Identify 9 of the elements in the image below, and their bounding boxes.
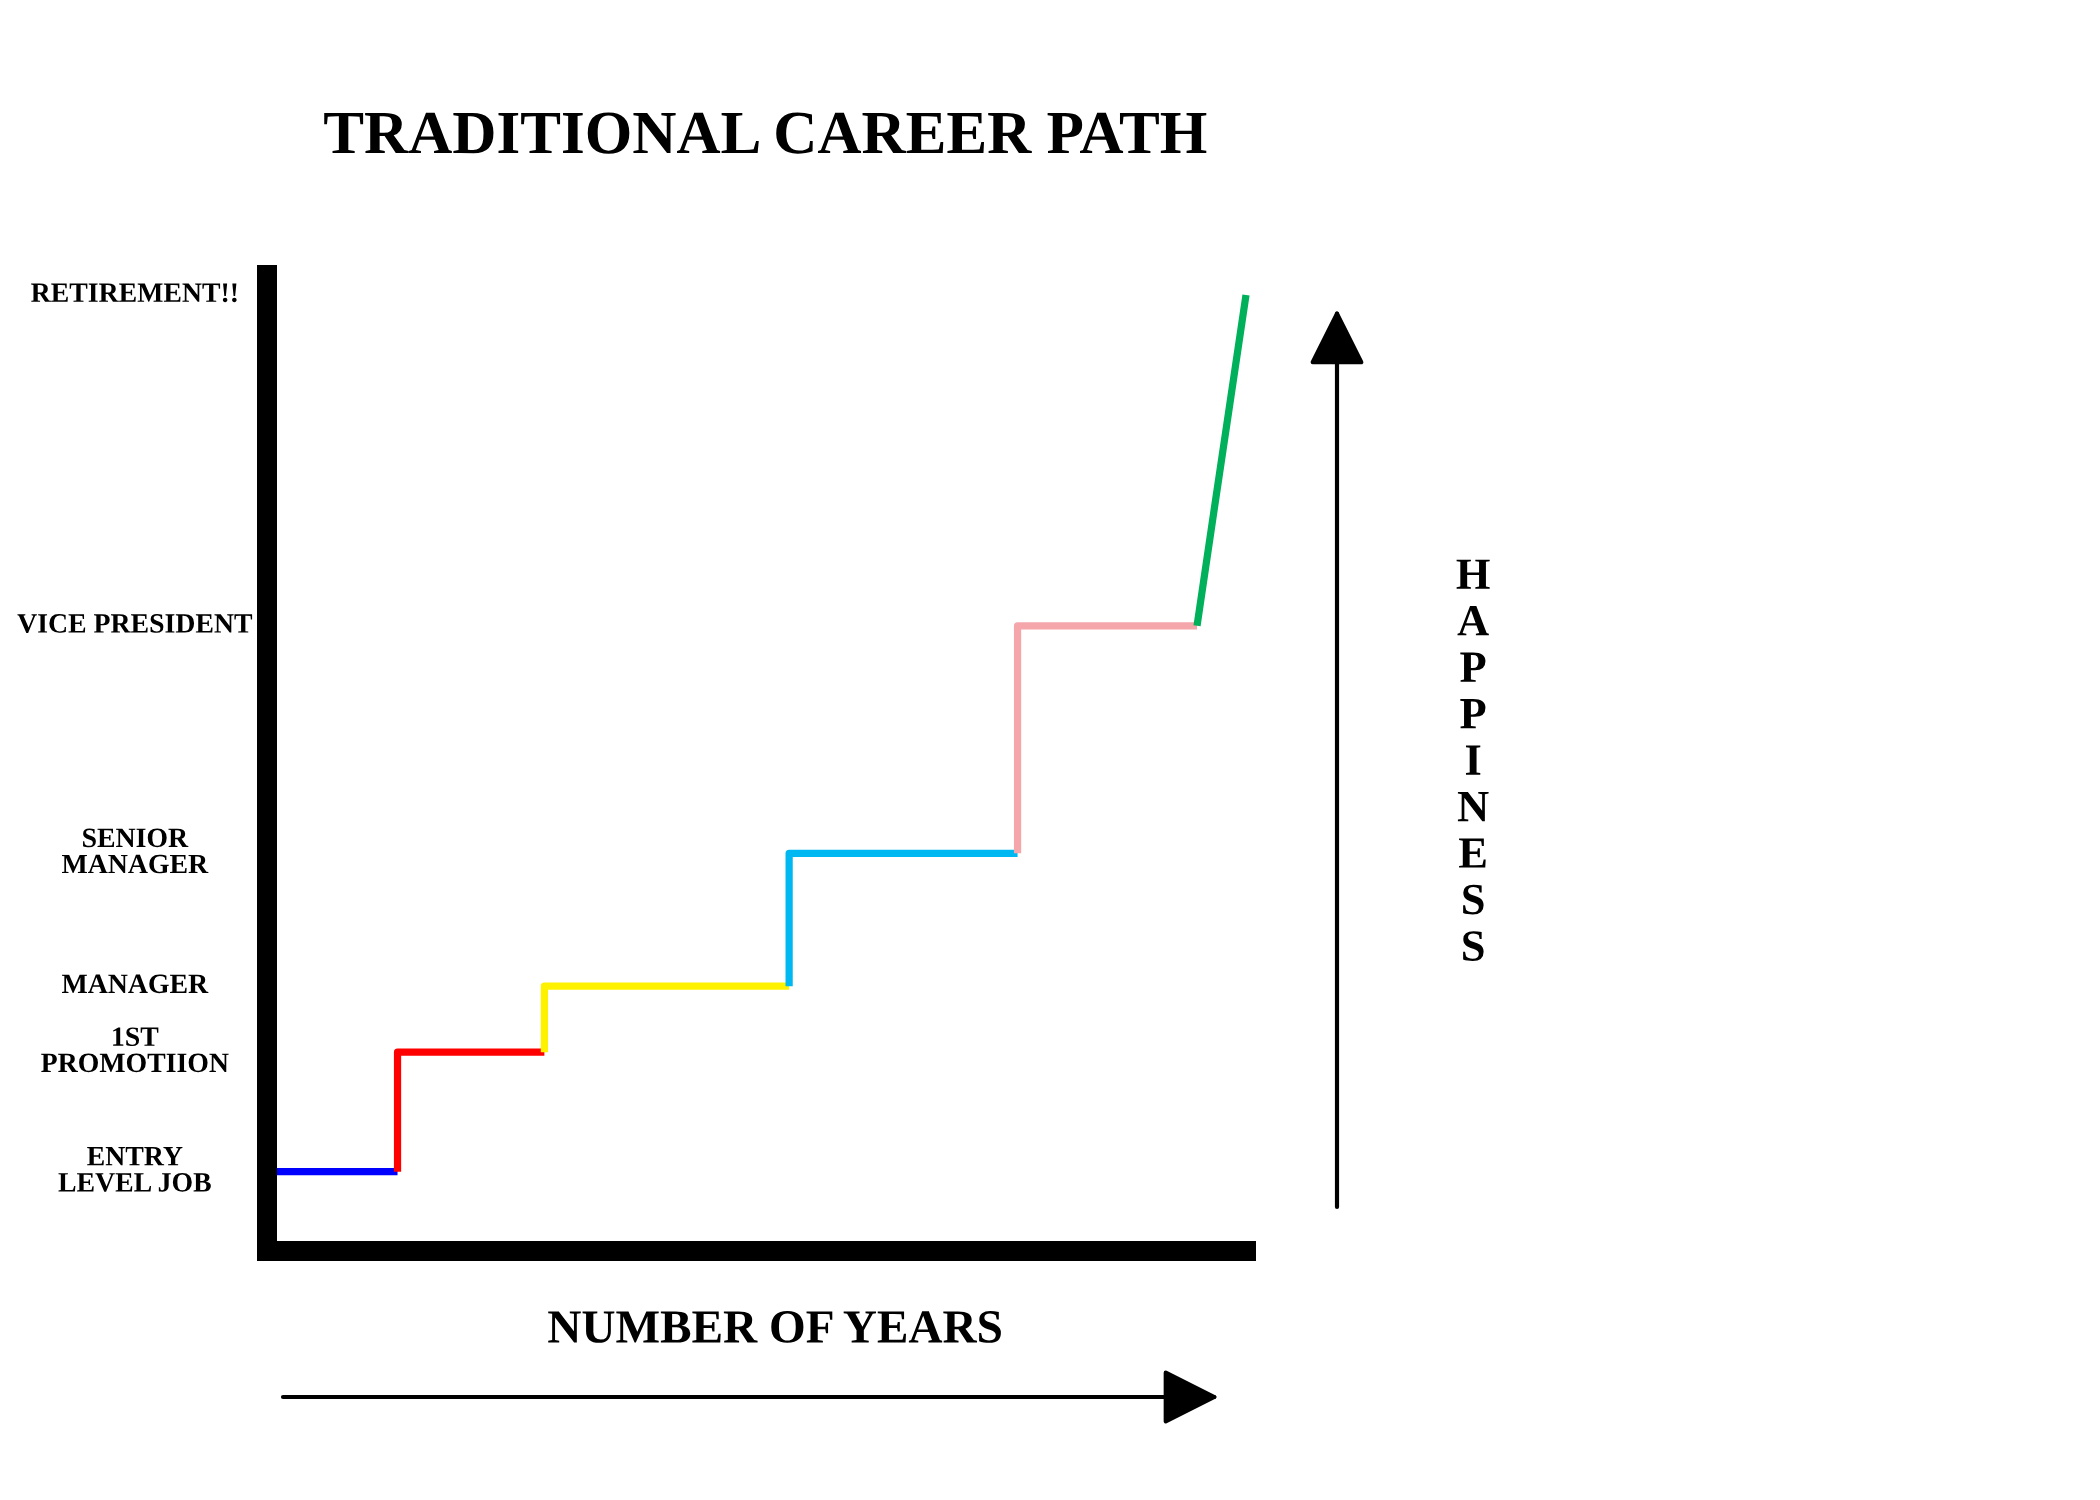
text: VICE PRESIDENT [17,614,253,633]
text: MANAGER [62,974,209,994]
chart-title: TRADITIONAL CAREER PATH [324,112,1207,154]
text: SENIOR MANAGER [62,828,209,874]
text: 1ST PROMOTIION [41,1027,229,1073]
text: ENTRY LEVEL JOB [58,1147,211,1192]
x-axis-title: NUMBER OF YEARS [548,1311,1001,1343]
text: RETIREMENT!! [31,283,237,303]
text: HAPPINESS [1456,559,1490,961]
